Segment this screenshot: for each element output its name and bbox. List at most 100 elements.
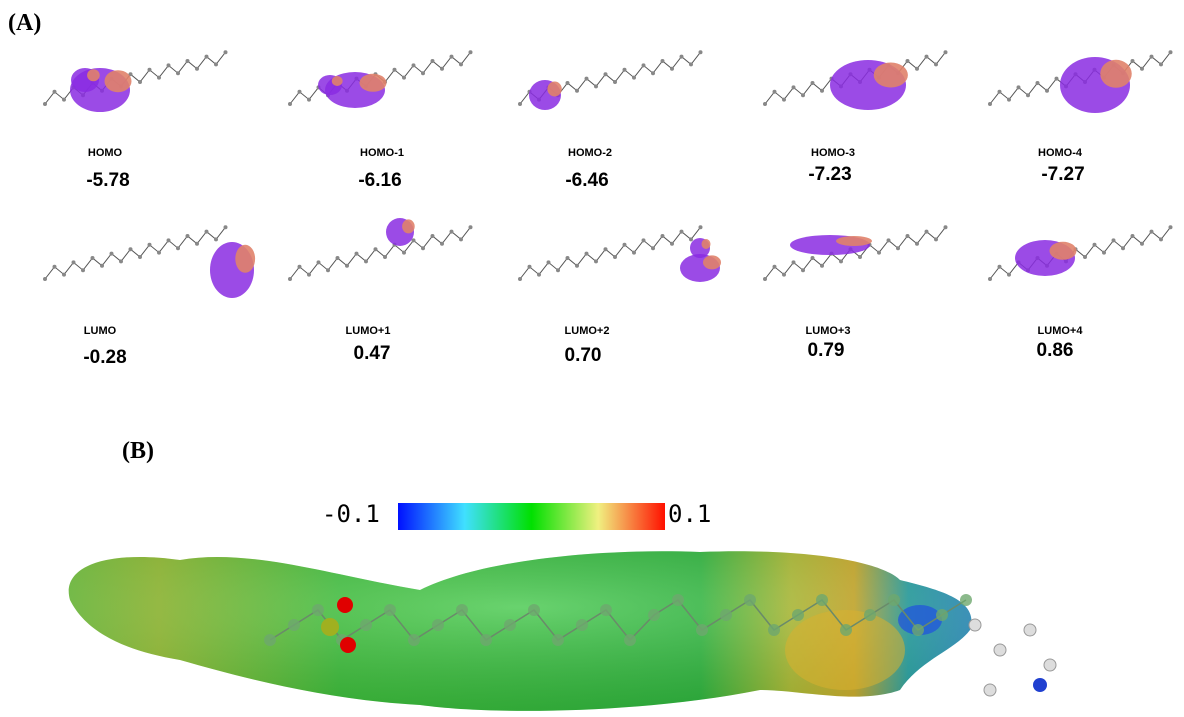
orbital-lobe: [87, 69, 100, 81]
molecule-atom: [575, 89, 579, 93]
molecule-atom: [1169, 50, 1173, 54]
molecule-atom: [205, 55, 209, 59]
molecule-atom: [298, 265, 302, 269]
mep-atom: [312, 604, 324, 616]
mep-atom: [912, 624, 924, 636]
molecule-atom: [100, 264, 104, 268]
orbital-lobe: [235, 245, 255, 273]
mep-positive-region: [785, 610, 905, 690]
molecule-atom: [925, 55, 929, 59]
molecule-atom: [585, 252, 589, 256]
molecule-atom: [214, 237, 218, 241]
molecule-atom: [642, 238, 646, 242]
molecule-atom: [421, 246, 425, 250]
orbital-energy: 0.70: [565, 345, 602, 367]
orbital-lobe: [703, 255, 721, 269]
molecule-atom: [998, 265, 1002, 269]
molecule-atom: [469, 50, 473, 54]
mep-atom: [456, 604, 468, 616]
molecule-atom: [547, 260, 551, 264]
molecule-atom: [412, 63, 416, 67]
molecule-atom: [195, 67, 199, 71]
molecule-atom: [148, 243, 152, 247]
orbital-name: LUMO+4: [1038, 325, 1083, 337]
molecule-atom: [820, 89, 824, 93]
molecule-atom: [459, 62, 463, 66]
hydrogen-atom: [984, 684, 996, 696]
molecule-atom: [129, 247, 133, 251]
molecule-atom: [1055, 77, 1059, 81]
molecule-atom: [157, 76, 161, 80]
molecule-atom: [364, 259, 368, 263]
molecule-atom: [383, 255, 387, 259]
molecule-atom: [186, 234, 190, 238]
molecule-atom: [651, 71, 655, 75]
molecule-atom: [110, 252, 114, 256]
molecule-atom: [998, 90, 1002, 94]
molecule-atom: [459, 237, 463, 241]
mep-atom: [408, 634, 420, 646]
molecule-atom: [906, 59, 910, 63]
molecule-atom: [566, 256, 570, 260]
molecule-atom: [773, 90, 777, 94]
molecule-atom: [450, 230, 454, 234]
molecule-atom: [811, 81, 815, 85]
molecule-atom: [858, 255, 862, 259]
molecule-atom: [224, 225, 228, 229]
molecule-atom: [623, 243, 627, 247]
orbital-name: HOMO: [88, 147, 122, 159]
hydrogen-atom: [1044, 659, 1056, 671]
molecule-atom: [661, 234, 665, 238]
molecule-atom: [1169, 225, 1173, 229]
molecule-atom: [670, 67, 674, 71]
molecule-atom: [1131, 234, 1135, 238]
molecule-atom: [699, 225, 703, 229]
molecule-atom: [623, 68, 627, 72]
molecule-atom: [680, 55, 684, 59]
molecule-bond: [765, 227, 946, 279]
molecule-atom: [176, 246, 180, 250]
molecule-atom: [469, 225, 473, 229]
orbital-energy: -7.23: [808, 164, 851, 186]
molecule-bond: [520, 227, 701, 279]
orbital-name: LUMO+2: [565, 325, 610, 337]
molecule-atom: [689, 237, 693, 241]
mep-atom: [552, 634, 564, 646]
molecule-atom: [642, 63, 646, 67]
molecule-atom: [345, 264, 349, 268]
orbital-lobe: [402, 219, 415, 233]
orbital-name: HOMO-2: [568, 147, 612, 159]
molecule-atom: [195, 242, 199, 246]
molecule-atom: [224, 50, 228, 54]
molecule-atom: [176, 71, 180, 75]
molecule-atom: [1007, 98, 1011, 102]
molecule-atom: [167, 63, 171, 67]
molecule-atom: [934, 62, 938, 66]
mep-atom: [480, 634, 492, 646]
oxygen-atom: [340, 637, 356, 653]
orbital-lobe: [105, 70, 132, 92]
mep-atom: [600, 604, 612, 616]
molecule-atom: [288, 102, 292, 106]
molecule-atom: [944, 225, 948, 229]
hydrogen-atom: [1024, 624, 1036, 636]
orbital-lobe: [332, 76, 343, 86]
molecule-atom: [167, 238, 171, 242]
mep-atom: [936, 609, 948, 621]
molecule-atom: [680, 230, 684, 234]
molecule-atom: [632, 76, 636, 80]
molecule-atom: [792, 85, 796, 89]
molecule-atom: [613, 80, 617, 84]
colorbar-min: -0.1: [322, 500, 380, 528]
molecule-atom: [440, 67, 444, 71]
molecule-atom: [205, 230, 209, 234]
molecule-atom: [632, 251, 636, 255]
mep-atom: [504, 619, 516, 631]
molecule-atom: [689, 62, 693, 66]
molecule-atom: [1102, 251, 1106, 255]
molecule-atom: [773, 265, 777, 269]
molecule-atom: [326, 268, 330, 272]
mep-atom: [816, 594, 828, 606]
molecule-atom: [1159, 62, 1163, 66]
orbital-name: LUMO: [84, 325, 116, 337]
